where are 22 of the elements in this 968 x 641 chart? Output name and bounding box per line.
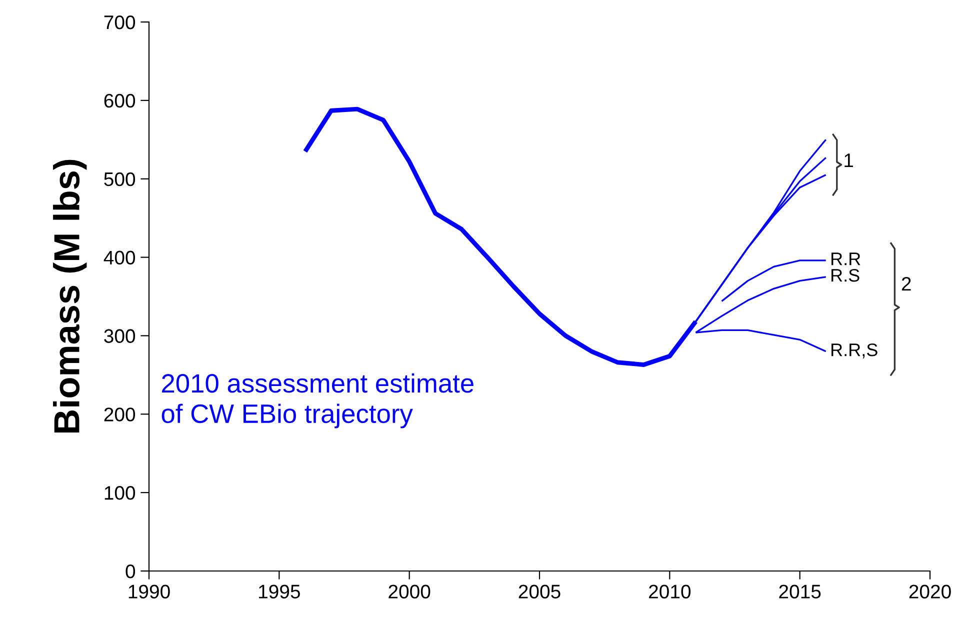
x-tick-label: 2005 xyxy=(518,584,560,598)
x-tick-label: 2015 xyxy=(779,584,821,598)
series-label: R.R,S xyxy=(832,343,878,358)
annotation: 2010 assessment estimate of CW EBio trajectory xyxy=(162,373,474,428)
y-tick-label: 300 xyxy=(104,329,136,343)
y-tick-label: 0 xyxy=(126,564,136,578)
series-label: R.S xyxy=(832,268,860,282)
annotation: 1 xyxy=(844,154,854,168)
x-tick-label: 2000 xyxy=(388,584,430,598)
x-tick-label: 1995 xyxy=(259,584,300,598)
y-tick-label: 400 xyxy=(104,250,136,265)
y-tick-label: 600 xyxy=(104,94,136,108)
y-tick-label: 200 xyxy=(104,408,136,422)
y-tick-label: 700 xyxy=(104,15,136,30)
series-label: R.R xyxy=(832,252,860,266)
x-tick-label: 2010 xyxy=(649,584,691,598)
x-tick-label: 1990 xyxy=(128,584,170,598)
y-axis-title: Biomass (M lbs) xyxy=(53,160,87,433)
y-tick-label: 500 xyxy=(104,172,136,186)
y-tick-label: 100 xyxy=(104,486,136,500)
annotation: 2 xyxy=(902,276,911,291)
x-tick-label: 2020 xyxy=(909,584,951,598)
